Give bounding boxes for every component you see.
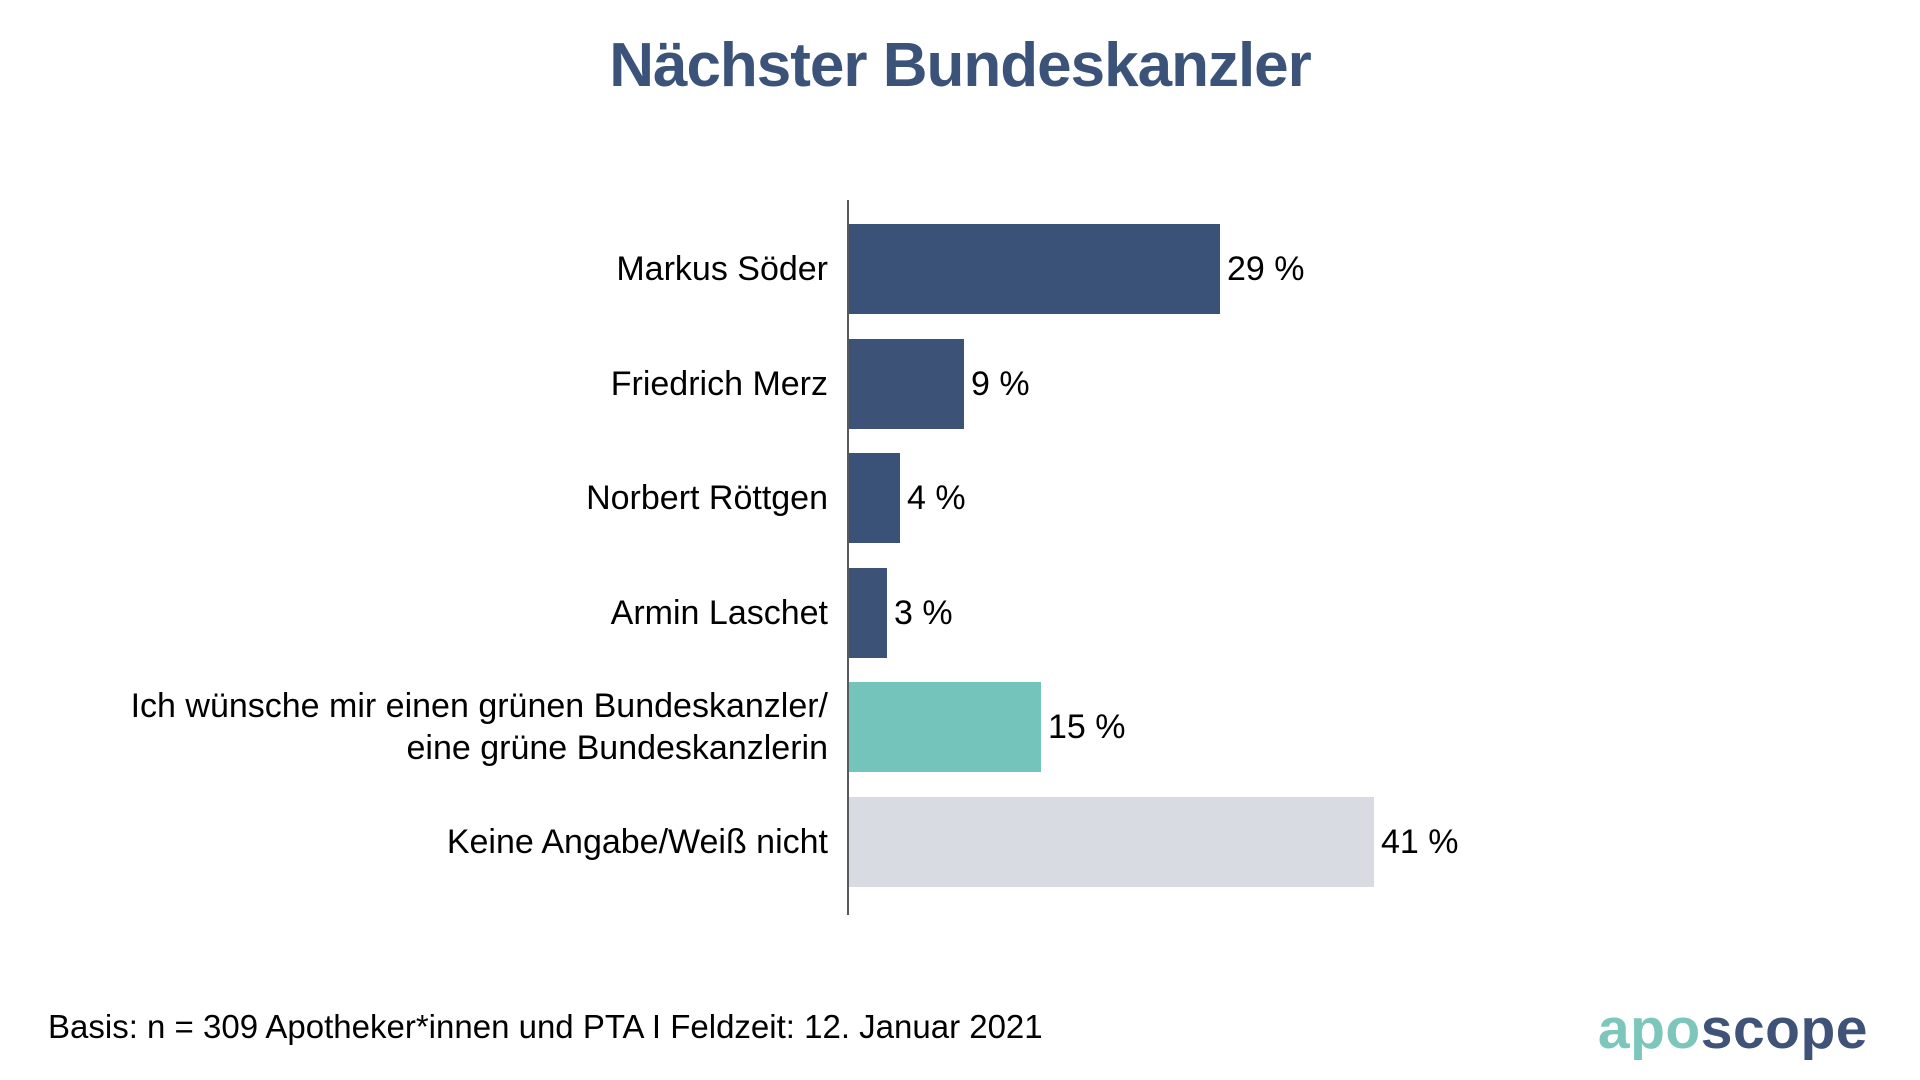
bar-chart: Markus Söder 29 % Friedrich Merz 9 % Norbert… [0, 200, 1920, 915]
bar-row: Markus Söder 29 % [0, 224, 1920, 314]
bar [849, 797, 1374, 887]
category-label: Markus Söder [616, 250, 828, 288]
logo-apo: apo [1597, 997, 1701, 1061]
y-axis-line [847, 200, 849, 915]
bar [849, 568, 887, 658]
category-label: Norbert Röttgen [586, 479, 828, 517]
category-label: Ich wünsche mir einen grünen Bundeskanzl… [130, 687, 828, 767]
bar [849, 224, 1220, 314]
value-label: 15 % [1048, 707, 1126, 746]
category-label: Armin Laschet [610, 594, 828, 632]
bar-row: Norbert Röttgen 4 % [0, 453, 1920, 543]
value-label: 3 % [894, 593, 953, 632]
aposcope-logo: aposcope [1598, 996, 1868, 1062]
value-label: 41 % [1381, 822, 1459, 861]
category-label: Keine Angabe/Weiß nicht [446, 823, 828, 861]
chart-title: Nächster Bundeskanzler [609, 31, 1312, 100]
bar-row: Keine Angabe/Weiß nicht 41 % [0, 797, 1920, 887]
bar [849, 339, 964, 429]
logo-scope: scope [1700, 997, 1868, 1061]
bar-row: Friedrich Merz 9 % [0, 339, 1920, 429]
bar [849, 682, 1041, 772]
bar-row: Armin Laschet 3 % [0, 568, 1920, 658]
value-label: 29 % [1227, 249, 1305, 288]
value-label: 9 % [971, 364, 1030, 403]
basis-note: Basis: n = 309 Apotheker*innen und PTA I… [48, 1008, 1043, 1045]
value-label: 4 % [907, 478, 966, 517]
bar-row: Ich wünsche mir einen grünen Bundeskanzl… [0, 682, 1920, 772]
category-label: Friedrich Merz [610, 365, 828, 403]
bar [849, 453, 900, 543]
